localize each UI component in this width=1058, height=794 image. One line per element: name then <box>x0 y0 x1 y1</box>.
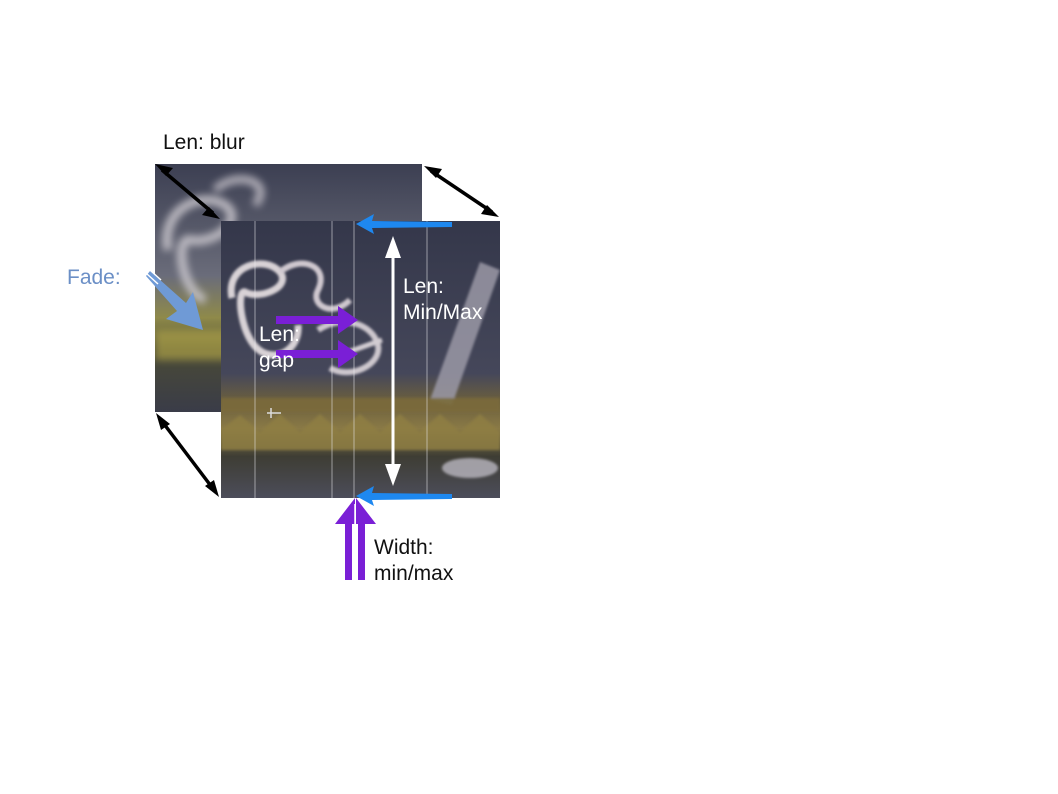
width-label-line1: Width: <box>374 536 434 559</box>
len-gap-label-line1: Len: <box>259 323 300 346</box>
crosshair-cursor-icon <box>267 408 281 418</box>
len-minmax-label: Len: Min/Max <box>403 274 482 326</box>
width-arrow-bottom <box>356 486 452 506</box>
len-gap-label-line2: gap <box>259 349 295 372</box>
fade-arrow <box>146 269 203 330</box>
len-blur-label: Len: blur <box>163 131 245 154</box>
len-minmax-label-line1: Len: <box>403 275 444 298</box>
len-minmax-label-line2: Min/Max <box>403 301 483 324</box>
width-minmax-label: Width: min/max <box>374 535 453 587</box>
gap-arrow-lower <box>276 340 358 368</box>
blur-arrow-top-right <box>424 166 499 217</box>
blur-arrow-top-left <box>155 164 220 219</box>
length-minmax-arrow <box>385 236 401 486</box>
width-label-line2: min/max <box>374 562 454 585</box>
width-arrow-top <box>356 214 452 234</box>
len-gap-label: Len: gap <box>259 322 300 374</box>
width-minmax-arrow <box>335 498 376 580</box>
gap-arrow-upper <box>276 306 358 334</box>
blur-arrow-bottom-left <box>156 413 219 497</box>
front-photo <box>221 221 500 498</box>
fade-label: Fade: <box>67 266 121 289</box>
